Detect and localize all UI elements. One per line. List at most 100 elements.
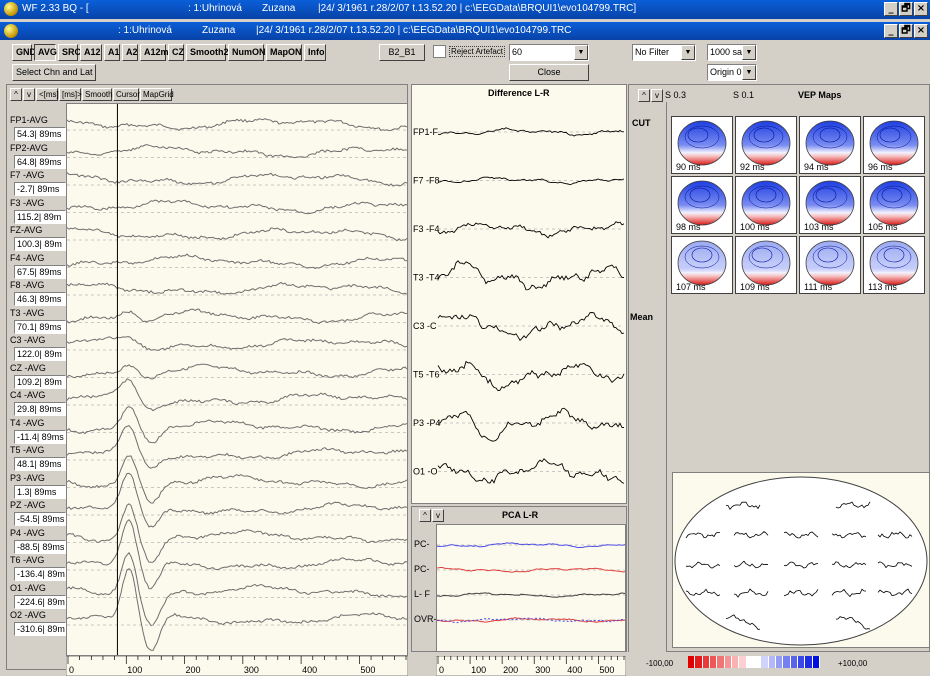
scalp-head xyxy=(805,180,855,226)
minimize-button[interactable]: _ xyxy=(884,2,898,16)
scalp-map xyxy=(677,240,727,286)
doc-minimize-button[interactable]: _ xyxy=(884,24,898,38)
eeg-trace xyxy=(67,472,407,528)
channel-label: T4 -AVG xyxy=(10,417,45,428)
channel-label: F4 -AVG xyxy=(10,252,45,263)
ref-button-info[interactable]: Info xyxy=(304,44,326,61)
channel-label: F3 -AVG xyxy=(10,197,45,208)
shift-right-button[interactable]: [ms]> xyxy=(59,88,82,101)
ref-button-gnd[interactable]: GND xyxy=(12,44,36,61)
ref-button-a12[interactable]: A12 xyxy=(80,44,102,61)
mapgrid-button[interactable]: MapGrid xyxy=(140,88,174,101)
scale-up-button[interactable]: ^ xyxy=(10,88,22,101)
ref-button-a2[interactable]: A2 xyxy=(122,44,138,61)
channel-value: -54.5| 89ms xyxy=(14,512,66,526)
app-title-bar: WF 2.33 BQ - [ : 1:Uhrinová Zuzana |24/ … xyxy=(0,0,930,19)
map-latency-label: 96 ms xyxy=(868,162,893,172)
channel-label: O1 -AVG xyxy=(10,582,46,593)
pca-row-label: OVR- xyxy=(414,614,437,624)
pca-row-label: L- F xyxy=(414,589,431,599)
scale-swatch xyxy=(805,656,813,668)
ref-button-a12m[interactable]: A12m xyxy=(140,44,169,61)
select-channels-button[interactable]: Select Chn and Lat xyxy=(12,64,96,81)
channel-value: 100.3| 89m xyxy=(14,237,66,251)
channel-label: T3 -AVG xyxy=(10,307,45,318)
vep-map-tile[interactable]: 90 ms xyxy=(671,116,733,174)
vep-map-tile[interactable]: 107 ms xyxy=(671,236,733,294)
doc-recording-info: |24/ 3/1961 r.28/2/07 t.13.52.20 | c:\EE… xyxy=(256,25,572,36)
map-latency-label: 105 ms xyxy=(868,222,898,232)
smooth-button[interactable]: Smooth xyxy=(82,88,113,101)
pca-scale-up-button[interactable]: ^ xyxy=(419,509,431,522)
difference-channel-label: FP1-F xyxy=(413,127,439,137)
iso-contour xyxy=(817,247,839,263)
vep-map-tile[interactable]: 92 ms xyxy=(735,116,797,174)
pca-traces-area xyxy=(436,524,626,652)
ref-button-avg[interactable]: AVG xyxy=(34,44,57,61)
patient-id: : 1:Uhrinová xyxy=(188,3,242,14)
iso-contour xyxy=(876,185,912,209)
scale-swatch xyxy=(717,656,725,668)
cursor-button[interactable]: Cursor xyxy=(113,88,140,101)
pca-scale-down-button[interactable]: v xyxy=(432,509,444,522)
vep-map-tile[interactable]: 103 ms xyxy=(799,176,861,234)
vep-map-tile[interactable]: 100 ms xyxy=(735,176,797,234)
ref-button-src[interactable]: SRC xyxy=(58,44,81,61)
samples-value: 1000 sa xyxy=(710,47,743,57)
scalp-map xyxy=(677,180,727,226)
doc-maximize-button[interactable]: 🗗 xyxy=(899,24,913,38)
vep-s1: S 0.3 xyxy=(665,90,687,100)
ref-button-cz[interactable]: CZ xyxy=(168,44,184,61)
vep-map-tile[interactable]: 98 ms xyxy=(671,176,733,234)
difference-channel-label: P3 -P4 xyxy=(413,418,441,428)
document-icon xyxy=(4,24,18,38)
map-latency-label: 94 ms xyxy=(804,162,829,172)
doc-close-button[interactable]: × xyxy=(914,24,928,38)
ref-button-mapon[interactable]: MapON xyxy=(266,44,302,61)
scale-down-button[interactable]: v xyxy=(23,88,35,101)
vep-map-tile[interactable]: 105 ms xyxy=(863,176,925,234)
chevron-down-icon[interactable]: ▼ xyxy=(574,45,588,60)
close-view-button[interactable]: Close xyxy=(509,64,589,81)
scalp-map xyxy=(805,180,855,226)
channel-label: P4 -AVG xyxy=(10,527,45,538)
chevron-down-icon[interactable]: ▼ xyxy=(742,65,756,80)
shift-left-button[interactable]: <[ms] xyxy=(36,88,59,101)
head-outline xyxy=(674,476,928,646)
vep-map-tile[interactable]: 111 ms xyxy=(799,236,861,294)
channel-value: 115.2| 89m xyxy=(14,209,66,224)
vep-map-tile[interactable]: 94 ms xyxy=(799,116,861,174)
vep-scale-down-button[interactable]: v xyxy=(651,89,663,102)
eeg-traces-area[interactable] xyxy=(66,103,408,656)
pca-title: PCA L-R xyxy=(502,510,539,520)
vep-map-tile[interactable]: 113 ms xyxy=(863,236,925,294)
filter-value: No Filter xyxy=(635,47,670,57)
eeg-trace xyxy=(67,406,407,444)
ref-button-smooth2[interactable]: Smooth2 xyxy=(186,44,229,61)
reject-artefact-checkbox[interactable] xyxy=(433,45,446,58)
vep-map-tile[interactable]: 109 ms xyxy=(735,236,797,294)
samples-select[interactable]: 1000 sa ▼ xyxy=(707,44,757,61)
chevron-down-icon[interactable]: ▼ xyxy=(681,45,695,60)
vep-scale-up-button[interactable]: ^ xyxy=(638,89,650,102)
eeg-trace xyxy=(67,336,407,351)
vep-map-tile[interactable]: 96 ms xyxy=(863,116,925,174)
cut-label[interactable]: CUT xyxy=(632,118,651,128)
iso-contour xyxy=(812,125,848,149)
mini-trace xyxy=(783,561,819,569)
channel-label: FZ-AVG xyxy=(10,225,43,235)
maximize-button[interactable]: 🗗 xyxy=(899,2,913,16)
filter-select[interactable]: No Filter ▼ xyxy=(632,44,696,61)
map-latency-label: 103 ms xyxy=(804,222,834,232)
close-button[interactable]: × xyxy=(914,2,928,16)
pca-trace-overlay xyxy=(436,617,626,624)
ref-button-numon[interactable]: NumON xyxy=(228,44,266,61)
ref-button-a1[interactable]: A1 xyxy=(104,44,120,61)
reject-threshold-select[interactable]: 60 ▼ xyxy=(509,44,589,61)
chevron-down-icon[interactable]: ▼ xyxy=(742,45,756,60)
b2b1-button[interactable]: B2_B1 xyxy=(379,44,425,61)
document-title-bar: : 1:Uhrinová Zuzana |24/ 3/1961 r.28/2/0… xyxy=(0,22,930,40)
mean-label[interactable]: Mean xyxy=(630,312,654,322)
origin-select[interactable]: Origin 0 ▼ xyxy=(707,64,757,81)
axis-tick-label: 400 xyxy=(567,665,582,675)
